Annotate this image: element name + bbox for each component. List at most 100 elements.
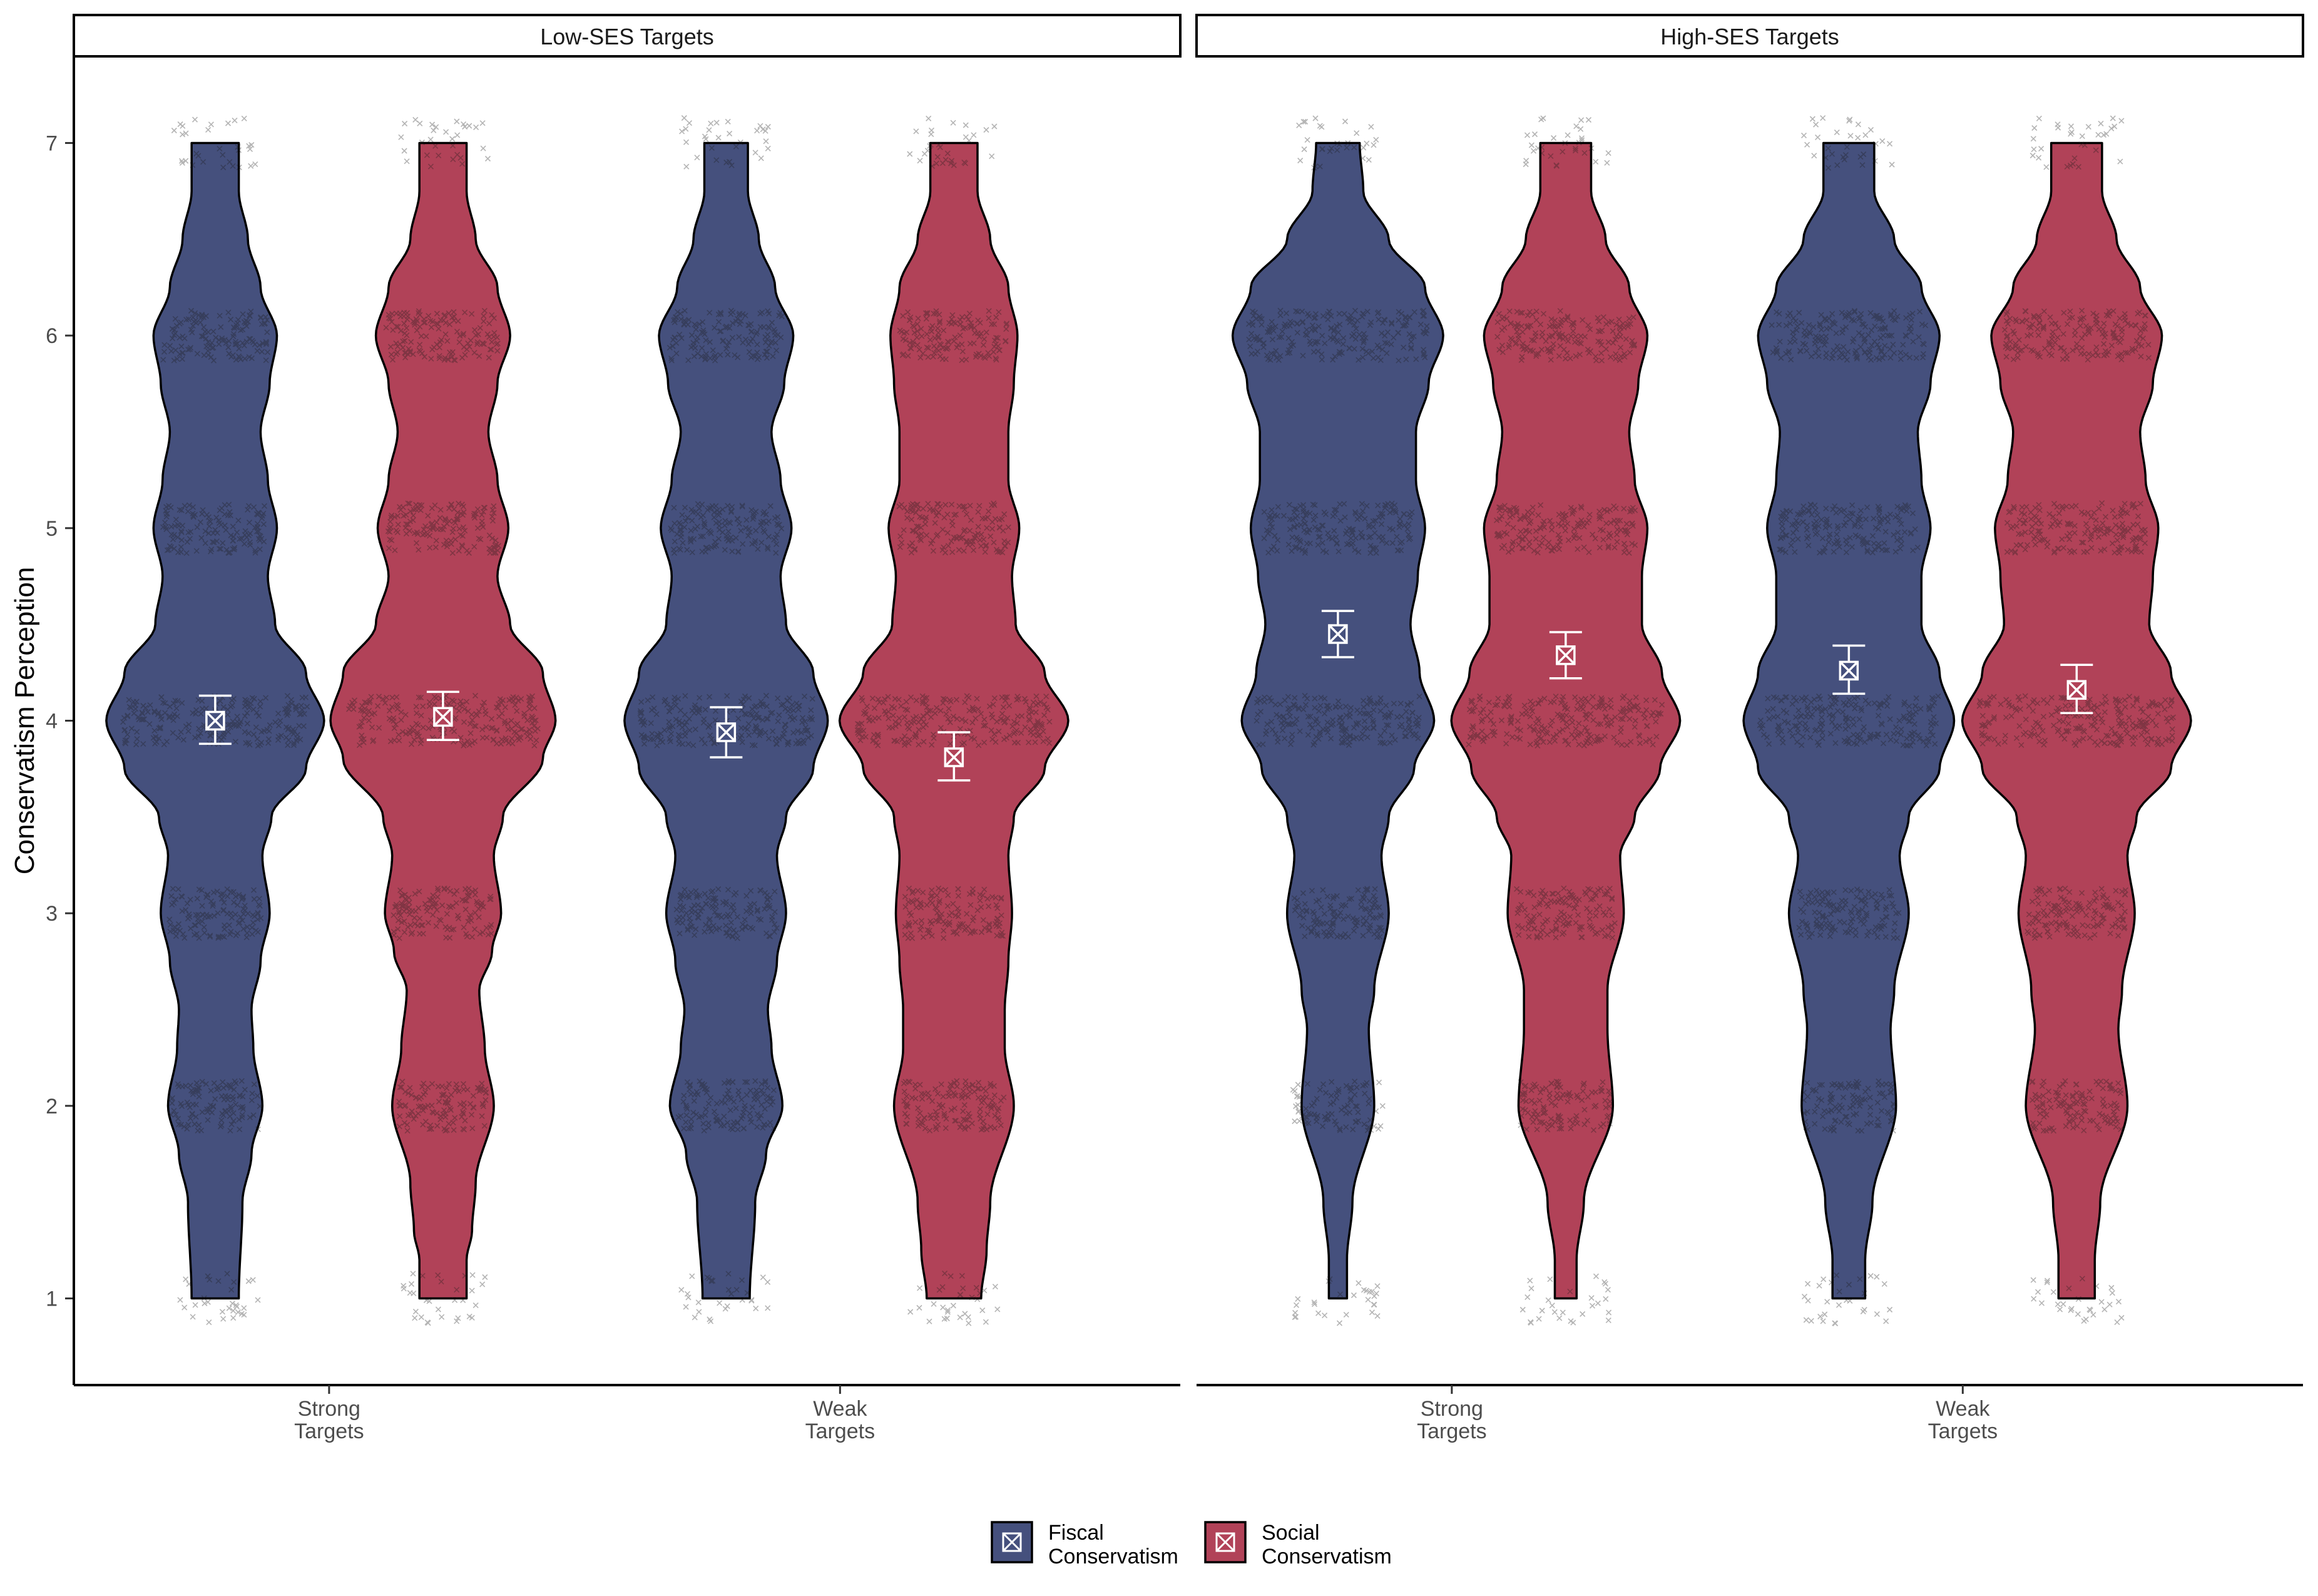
data-point — [469, 1287, 475, 1294]
data-point — [232, 1078, 238, 1085]
data-point — [376, 725, 382, 731]
data-point — [253, 511, 260, 517]
data-point — [163, 508, 169, 514]
data-point — [288, 729, 295, 735]
data-point — [283, 734, 289, 740]
data-point — [233, 933, 239, 939]
data-point — [251, 1081, 257, 1087]
data-point — [442, 1127, 449, 1134]
data-point — [206, 523, 212, 529]
data-point — [409, 929, 416, 936]
data-point — [236, 1117, 242, 1123]
data-point — [170, 886, 176, 892]
data-point — [237, 1092, 243, 1098]
data-point — [243, 323, 250, 329]
data-point — [232, 722, 238, 728]
data-point — [1536, 1316, 1542, 1322]
data-point — [293, 703, 299, 709]
data-point — [477, 931, 483, 937]
data-point — [417, 120, 423, 126]
data-point — [358, 707, 364, 714]
data-point — [491, 736, 497, 743]
data-point — [193, 931, 200, 937]
data-point — [957, 1314, 963, 1321]
data-point — [297, 737, 304, 743]
data-point — [224, 886, 230, 893]
data-point — [176, 523, 182, 529]
data-point — [252, 161, 258, 167]
data-point — [170, 714, 176, 720]
data-point — [983, 1319, 989, 1325]
data-point — [216, 734, 222, 740]
data-point — [248, 309, 254, 315]
data-point — [442, 1114, 449, 1120]
data-point — [482, 1090, 489, 1096]
data-point — [503, 735, 509, 741]
data-point — [466, 123, 472, 129]
data-point — [412, 1315, 418, 1321]
data-point — [179, 700, 185, 706]
data-point — [230, 534, 237, 540]
data-point — [220, 734, 227, 740]
data-point — [488, 922, 494, 928]
data-point — [209, 345, 215, 351]
data-point — [402, 712, 409, 718]
data-point — [443, 693, 449, 699]
data-point — [442, 1098, 449, 1105]
data-point — [1361, 145, 1367, 151]
data-point — [205, 1117, 211, 1123]
data-point — [207, 343, 213, 349]
data-point — [1301, 146, 1307, 153]
data-point — [404, 1122, 411, 1128]
data-point — [472, 692, 479, 699]
data-point — [360, 736, 367, 742]
data-point — [462, 886, 469, 893]
data-point — [464, 933, 470, 939]
data-point — [246, 519, 253, 526]
data-point — [238, 327, 244, 334]
data-point — [436, 916, 442, 923]
data-point — [260, 521, 267, 528]
data-point — [451, 1127, 457, 1133]
data-point — [121, 715, 128, 721]
data-point — [1373, 136, 1379, 143]
data-point — [230, 1315, 237, 1321]
data-point — [183, 907, 189, 913]
data-point — [429, 1081, 436, 1087]
data-point — [419, 1084, 426, 1090]
data-point — [529, 714, 535, 720]
data-point — [158, 694, 165, 700]
data-point — [217, 1123, 224, 1130]
data-point — [225, 512, 231, 518]
data-point — [160, 357, 166, 363]
data-point — [399, 903, 405, 909]
data-point — [248, 355, 255, 361]
data-point — [228, 914, 235, 921]
data-point — [228, 928, 234, 935]
data-point — [285, 727, 291, 733]
data-point — [228, 532, 234, 539]
data-point — [221, 934, 227, 940]
data-point — [462, 906, 469, 913]
data-point — [397, 1113, 403, 1119]
data-point — [474, 712, 481, 719]
data-point — [459, 897, 466, 903]
data-point — [238, 896, 245, 903]
data-point — [436, 1098, 442, 1105]
data-point — [1295, 1082, 1301, 1088]
data-point — [254, 736, 260, 742]
data-point — [1317, 123, 1323, 129]
data-point — [502, 704, 508, 710]
data-point — [198, 887, 205, 893]
data-point — [212, 526, 218, 533]
data-point — [397, 1084, 403, 1090]
data-point — [237, 1126, 243, 1132]
data-point — [708, 120, 714, 126]
data-point — [479, 929, 486, 936]
data-point — [231, 1279, 237, 1285]
data-point — [214, 888, 220, 894]
data-point — [155, 709, 161, 715]
data-point — [437, 1113, 444, 1119]
data-point — [188, 307, 195, 314]
data-point — [255, 742, 261, 749]
